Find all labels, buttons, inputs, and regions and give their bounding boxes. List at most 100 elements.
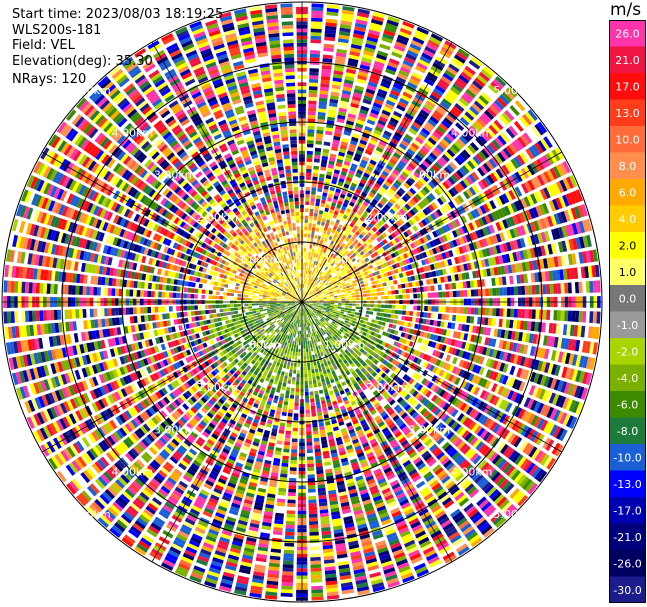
velocity-gate	[326, 267, 330, 272]
velocity-gate	[255, 557, 267, 563]
velocity-gate	[341, 351, 347, 356]
velocity-gate	[379, 351, 385, 357]
velocity-gate	[312, 298, 317, 300]
velocity-gate	[446, 92, 457, 102]
velocity-gate	[458, 74, 470, 84]
velocity-gate	[310, 292, 314, 296]
velocity-gate	[513, 308, 518, 318]
velocity-gate	[377, 265, 382, 270]
velocity-gate	[251, 515, 261, 522]
velocity-gate	[321, 68, 332, 74]
velocity-gate	[492, 308, 497, 317]
velocity-gate	[500, 387, 508, 397]
velocity-gate	[368, 115, 377, 122]
velocity-gate	[315, 294, 319, 297]
velocity-gate	[292, 340, 295, 345]
velocity-gate	[312, 245, 316, 250]
velocity-gate	[455, 543, 468, 553]
velocity-gate	[344, 349, 349, 354]
velocity-gate	[320, 363, 325, 368]
velocity-gate	[333, 466, 342, 472]
velocity-gate	[496, 496, 508, 508]
velocity-gate	[529, 247, 536, 258]
velocity-gate	[514, 407, 523, 418]
velocity-gate	[502, 463, 513, 474]
velocity-gate	[432, 349, 438, 357]
velocity-gate	[388, 422, 396, 429]
velocity-gate	[327, 4, 340, 10]
velocity-gate	[365, 39, 378, 47]
velocity-gate	[397, 284, 402, 289]
velocity-gate	[426, 42, 438, 52]
velocity-gate	[297, 359, 301, 364]
velocity-gate	[288, 347, 291, 351]
velocity-gate	[349, 244, 354, 250]
velocity-gate	[267, 577, 279, 582]
velocity-gate	[310, 24, 323, 30]
velocity-gate	[365, 240, 371, 246]
velocity-gate	[373, 533, 384, 540]
velocity-gate	[332, 225, 338, 231]
velocity-gate	[401, 206, 409, 213]
velocity-gate	[368, 406, 375, 413]
velocity-gate	[456, 265, 462, 273]
velocity-gate	[345, 153, 353, 160]
velocity-gate	[417, 405, 425, 413]
velocity-gate	[472, 231, 479, 240]
velocity-gate	[318, 213, 323, 218]
velocity-gate	[342, 214, 348, 220]
velocity-gate	[582, 219, 589, 233]
velocity-gate	[284, 546, 295, 551]
velocity-gate	[311, 17, 323, 22]
velocity-gate	[361, 376, 367, 382]
velocity-gate	[309, 267, 312, 271]
velocity-gate	[318, 494, 327, 500]
velocity-gate	[321, 252, 325, 257]
velocity-gate	[527, 321, 532, 331]
velocity-gate	[504, 388, 511, 399]
velocity-gate	[473, 280, 478, 288]
velocity-gate	[322, 544, 333, 550]
velocity-gate	[326, 321, 331, 326]
velocity-gate	[305, 312, 308, 316]
velocity-gate	[445, 329, 451, 337]
velocity-gate	[314, 452, 322, 457]
velocity-gate	[288, 376, 292, 381]
velocity-gate	[509, 275, 514, 285]
velocity-gate	[295, 322, 297, 327]
velocity-gate	[436, 144, 445, 153]
velocity-gate	[374, 320, 379, 324]
velocity-gate	[560, 255, 566, 267]
velocity-gate	[317, 309, 322, 313]
velocity-gate	[325, 283, 330, 287]
velocity-gate	[488, 469, 499, 480]
velocity-gate	[237, 519, 248, 526]
velocity-gate	[433, 176, 441, 185]
velocity-gate	[279, 426, 285, 431]
velocity-gate	[325, 323, 330, 327]
velocity-gate	[403, 428, 412, 436]
velocity-gate	[309, 384, 313, 389]
velocity-gate	[405, 258, 411, 265]
velocity-gate	[391, 365, 397, 372]
velocity-gate	[316, 311, 321, 315]
velocity-gate	[572, 190, 580, 203]
velocity-gate	[409, 145, 418, 153]
velocity-gate	[458, 497, 470, 507]
velocity-gate	[412, 400, 420, 408]
velocity-gate	[331, 146, 338, 152]
velocity-gate	[351, 346, 357, 352]
velocity-gate	[444, 69, 456, 79]
velocity-gate	[466, 485, 477, 496]
velocity-gate	[393, 367, 400, 374]
velocity-gate	[331, 514, 341, 520]
velocity-gate	[378, 269, 384, 274]
velocity-gate	[405, 288, 410, 294]
velocity-gate	[248, 526, 259, 532]
velocity-gate	[427, 215, 434, 223]
velocity-gate	[353, 156, 361, 162]
velocity-gate	[419, 109, 430, 118]
velocity-gate	[316, 297, 320, 300]
velocity-gate	[311, 312, 315, 316]
velocity-gate	[275, 512, 284, 518]
